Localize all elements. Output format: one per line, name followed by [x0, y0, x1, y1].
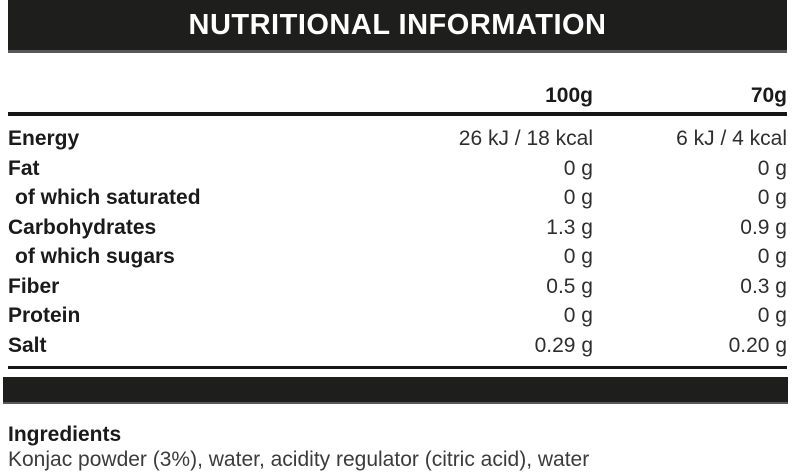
column-header-row: 100g 70g [8, 84, 787, 108]
value-70g: 0 g [757, 245, 787, 268]
column-header-100g: 100g [545, 84, 593, 107]
column-header-spacer [8, 84, 393, 108]
value-100g: 0 g [563, 245, 593, 268]
value-100g: 0.29 g [534, 333, 593, 357]
table-row: Carbohydrates 1.3 g 0.9 g [8, 213, 787, 243]
nutrient-label: Fiber [8, 274, 60, 298]
value-100g: 0 g [563, 186, 593, 209]
nutrient-label: Fat [8, 156, 40, 180]
divider-line-bottom [8, 366, 787, 369]
value-70g: 0.20 g [728, 333, 787, 357]
value-100g: 0 g [563, 304, 593, 327]
column-header-70g: 70g [750, 84, 787, 107]
table-row: of which saturated 0 g 0 g [8, 183, 787, 213]
nutrition-table: Energy 26 kJ / 18 kcal 6 kJ / 4 kcal Fat… [8, 116, 787, 360]
value-70g: 6 kJ / 4 kcal [676, 127, 787, 150]
table-row: Protein 0 g 0 g [8, 301, 787, 331]
ingredients-text: Konjac powder (3%), water, acidity regul… [8, 448, 590, 471]
nutrient-label: Salt [8, 333, 47, 357]
divider-line-top [8, 112, 787, 116]
table-row: of which sugars 0 g 0 g [8, 242, 787, 272]
nutrition-header-title: NUTRITIONAL INFORMATION [188, 8, 607, 41]
value-70g: 0.3 g [740, 274, 787, 298]
value-100g: 0 g [563, 156, 593, 180]
value-100g: 26 kJ / 18 kcal [458, 127, 593, 150]
table-row: Energy 26 kJ / 18 kcal 6 kJ / 4 kcal [8, 124, 787, 154]
table-row: Fat 0 g 0 g [8, 154, 787, 184]
nutrient-label: of which saturated [15, 186, 201, 209]
value-70g: 0 g [757, 156, 787, 180]
section-divider-bar [3, 377, 788, 404]
value-70g: 0.9 g [740, 215, 787, 239]
nutrient-label: of which sugars [15, 245, 175, 268]
value-70g: 0 g [757, 304, 787, 327]
nutrient-label: Energy [8, 127, 80, 150]
value-70g: 0 g [757, 186, 787, 209]
table-row: Fiber 0.5 g 0.3 g [8, 272, 787, 302]
value-100g: 1.3 g [546, 215, 593, 239]
nutrient-label: Carbohydrates [8, 215, 157, 239]
nutrition-header-bar: NUTRITIONAL INFORMATION [8, 0, 787, 53]
ingredients-heading: Ingredients [8, 423, 122, 446]
table-row: Salt 0.29 g 0.20 g [8, 331, 787, 361]
nutrient-label: Protein [8, 304, 81, 327]
value-100g: 0.5 g [546, 274, 593, 298]
